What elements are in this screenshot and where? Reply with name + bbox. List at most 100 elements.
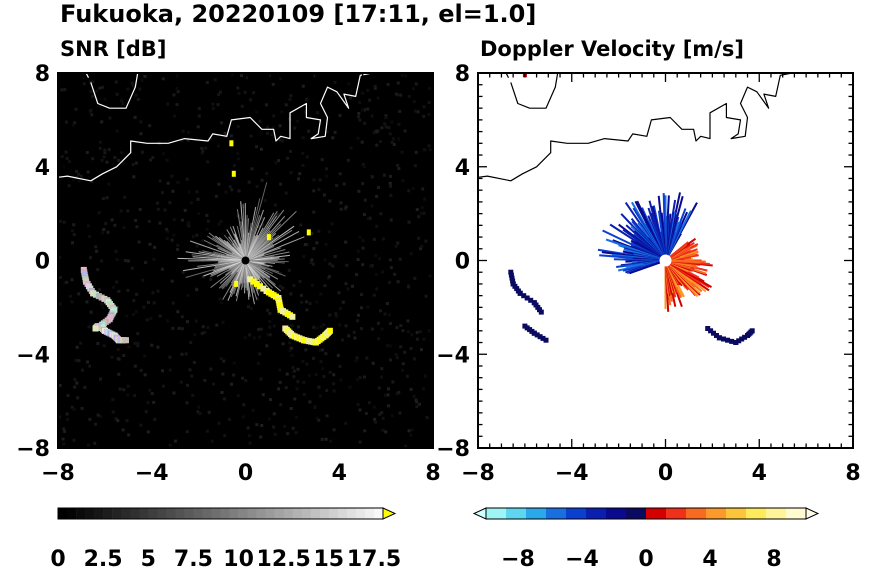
snr-noise-speck [268, 333, 272, 337]
snr-noise-speck [195, 288, 199, 292]
snr-noise-speck [383, 312, 387, 316]
snr-noise-speck [201, 325, 205, 329]
snr-noise-speck [319, 292, 323, 296]
snr-noise-speck [309, 261, 313, 264]
snr-noise-speck [413, 164, 417, 168]
snr-noise-speck [389, 174, 392, 178]
snr-noise-speck [415, 337, 419, 341]
snr-colorbar-swatch [175, 508, 185, 519]
snr-noise-speck [95, 89, 99, 93]
snr-noise-speck [220, 121, 224, 125]
snr-noise-speck [334, 312, 338, 316]
snr-noise-speck [240, 104, 244, 108]
snr-noise-speck [335, 184, 339, 187]
snr-noise-speck [134, 93, 138, 97]
snr-noise-speck [136, 341, 140, 345]
snr-noise-speck [247, 180, 251, 184]
snr-noise-speck [395, 392, 399, 396]
snr-noise-speck [303, 243, 307, 247]
snr-noise-speck [126, 87, 130, 91]
snr-noise-speck [358, 101, 362, 104]
snr-noise-speck [259, 377, 263, 381]
snr-noise-speck [269, 398, 272, 402]
snr-noise-speck [58, 255, 62, 259]
snr-noise-speck [394, 92, 398, 96]
snr-colorbar-swatch [364, 508, 375, 519]
snr-noise-speck [205, 213, 209, 217]
snr-noise-speck [197, 405, 201, 409]
snr-noise-speck [193, 333, 197, 337]
snr-noise-speck [333, 80, 337, 84]
snr-noise-speck [370, 327, 374, 331]
snr-noise-speck [170, 238, 174, 242]
doppler-colorbar-swatch [796, 508, 807, 519]
snr-noise-speck [368, 98, 372, 102]
snr-noise-speck [378, 412, 382, 416]
snr-noise-speck [399, 324, 403, 328]
snr-noise-speck [375, 143, 379, 147]
snr-noise-speck [94, 422, 97, 426]
snr-noise-speck [312, 247, 316, 251]
snr-noise-speck [319, 325, 323, 329]
doppler-colorbar-swatch [626, 508, 637, 519]
snr-noise-speck [162, 152, 165, 156]
snr-colorbar: 0 2.5 5 7.5 10 12.5 15 17.5 [50, 507, 401, 570]
snr-noise-speck [388, 132, 392, 136]
snr-noise-speck [230, 382, 233, 386]
snr-noise-speck [396, 241, 400, 245]
snr-noise-speck [285, 372, 289, 376]
snr-noise-speck [60, 88, 64, 92]
snr-noise-speck [372, 131, 376, 135]
snr-echo-cell [234, 280, 239, 287]
snr-colorbar-swatch [238, 508, 248, 519]
snr-noise-speck [206, 326, 210, 329]
snr-noise-speck [383, 122, 387, 126]
snr-noise-speck [137, 240, 141, 244]
snr-noise-speck [361, 263, 365, 267]
snr-colorbar-swatch [337, 508, 348, 519]
y-tick-label: 4 [35, 156, 50, 181]
snr-noise-speck [201, 275, 205, 279]
snr-noise-speck [171, 189, 175, 193]
snr-noise-speck [165, 158, 169, 162]
snr-noise-speck [152, 301, 156, 305]
snr-noise-speck [139, 423, 143, 427]
doppler-echo-cell [721, 336, 726, 342]
snr-noise-speck [428, 86, 432, 90]
snr-noise-speck [288, 349, 292, 353]
snr-noise-speck [96, 268, 100, 272]
doppler-colorbar-swatch [536, 508, 547, 519]
snr-noise-speck [291, 426, 295, 430]
snr-colorbar-swatch [346, 508, 357, 519]
doppler-colorbar-swatch [586, 508, 597, 519]
snr-noise-speck [209, 367, 213, 371]
snr-noise-speck [278, 124, 282, 128]
doppler-colorbar-swatch [746, 508, 757, 519]
snr-noise-speck [277, 159, 281, 163]
doppler-colorbar-swatch [656, 508, 667, 519]
snr-noise-speck [65, 280, 69, 284]
snr-noise-speck [186, 293, 190, 297]
snr-colorbar-swatch [157, 508, 167, 519]
snr-noise-speck [313, 406, 317, 409]
snr-noise-speck [196, 197, 200, 201]
snr-noise-speck [63, 88, 67, 92]
snr-noise-speck [414, 82, 418, 86]
snr-noise-speck [115, 280, 119, 284]
doppler-echo-cell [524, 295, 530, 301]
snr-noise-speck [277, 387, 281, 391]
snr-noise-speck [149, 316, 153, 320]
snr-noise-speck [323, 284, 327, 288]
snr-noise-speck [98, 140, 102, 144]
snr-noise-speck [200, 151, 204, 155]
snr-noise-speck [58, 383, 62, 387]
snr-noise-speck [407, 330, 410, 334]
snr-noise-speck [361, 246, 365, 250]
doppler-echo-cell [508, 272, 514, 278]
doppler-echo-cell [708, 328, 714, 334]
snr-noise-speck [283, 424, 287, 428]
snr-noise-speck [314, 373, 318, 377]
snr-colorbar-swatch [202, 508, 212, 519]
snr-noise-speck [91, 94, 95, 98]
snr-noise-speck [122, 388, 126, 392]
